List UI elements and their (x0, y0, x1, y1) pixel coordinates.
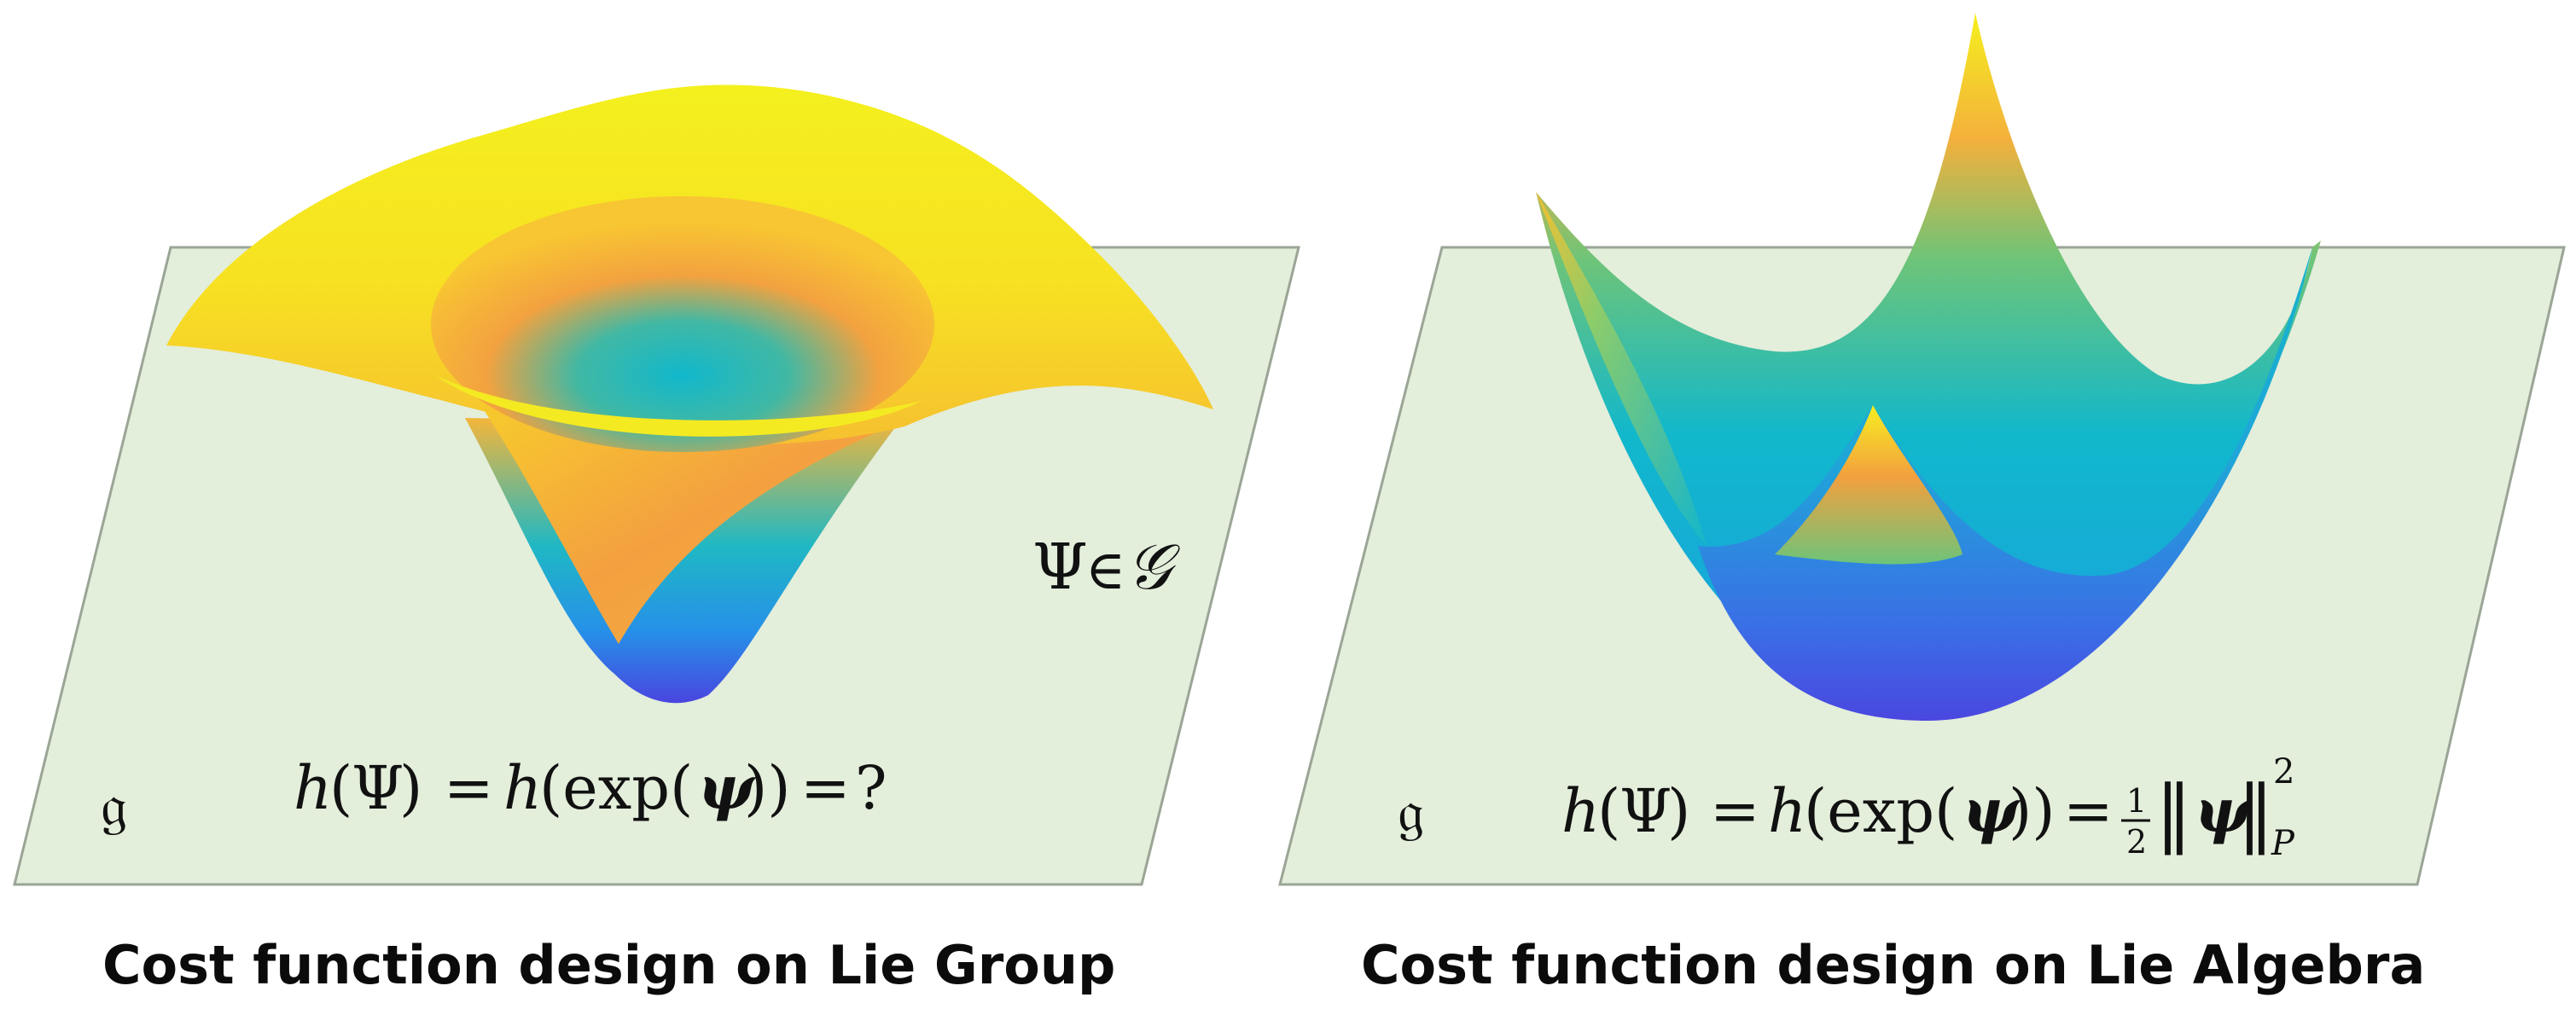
left-panel (13, 84, 1300, 886)
formula-h2-right: h (1768, 776, 1806, 846)
norm-superscript: 2 (2273, 752, 2294, 792)
formula-close2: )) (744, 753, 791, 823)
algebra-cost-center-peak (1775, 405, 1963, 565)
norm-close: ‖ (2237, 770, 2274, 855)
formula-h1-right: h (1561, 776, 1600, 846)
formula-psi: Ψ (352, 753, 404, 823)
formula-open1: ( (329, 753, 352, 823)
algebra-cost-formula: h ( Ψ ) = h (exp( ψ )) = 1 2 ‖ ψ ‖ 2 P (1561, 752, 2295, 863)
norm-open: ‖ (2155, 770, 2192, 855)
formula-open1-right: ( (1597, 776, 1620, 846)
formula-eq2: = (800, 753, 851, 823)
formula-eq1: = (444, 753, 494, 823)
formula-psi-bold-right: ψ (1963, 775, 2021, 846)
formula-psi-right: Ψ (1619, 776, 1672, 846)
algebra-cost-back-sheet (1536, 13, 2321, 716)
algebra-symbol-right: 𝔤 (1398, 776, 1424, 846)
formula-eq1-right: = (1710, 776, 1760, 846)
formula-h2: h (503, 753, 542, 823)
norm-psi: ψ (2195, 775, 2253, 846)
group-membership-label: Ψ ∈ 𝒢 (1032, 531, 1181, 604)
right-panel (1278, 13, 2566, 886)
caption-lie-algebra: Cost function design on Lie Algebra (1361, 934, 2426, 996)
formula-close1: ) (399, 753, 422, 823)
norm-subscript: P (2271, 824, 2295, 863)
algebra-cost-left-face (1536, 192, 1707, 546)
formula-psi-bold: ψ (698, 752, 756, 823)
formula-rhs: ? (855, 753, 887, 823)
formula-close1-right: ) (1667, 776, 1690, 846)
algebra-symbol-left: 𝔤 (101, 770, 127, 840)
fraction-denominator: 2 (2126, 823, 2147, 861)
formula-exp-right: (exp( (1804, 776, 1957, 846)
algebra-cost-front-sheet (1698, 247, 2312, 721)
group-cost-formula: h ( Ψ ) = h (exp( ψ )) = ? (294, 752, 887, 823)
psi-symbol: Ψ (1032, 531, 1088, 604)
element-of-symbol: ∈ (1085, 539, 1125, 602)
formula-eq2-right: = (2063, 776, 2114, 846)
formula-h1: h (294, 753, 332, 823)
fraction-numerator: 1 (2126, 782, 2147, 820)
formula-exp: (exp( (539, 753, 693, 823)
group-cost-bowl (431, 196, 934, 452)
formula-close2-right: )) (2009, 776, 2056, 846)
group-cost-funnel-face (478, 401, 900, 644)
group-cost-bowl-rim (435, 375, 922, 437)
caption-lie-group: Cost function design on Lie Group (102, 934, 1116, 996)
